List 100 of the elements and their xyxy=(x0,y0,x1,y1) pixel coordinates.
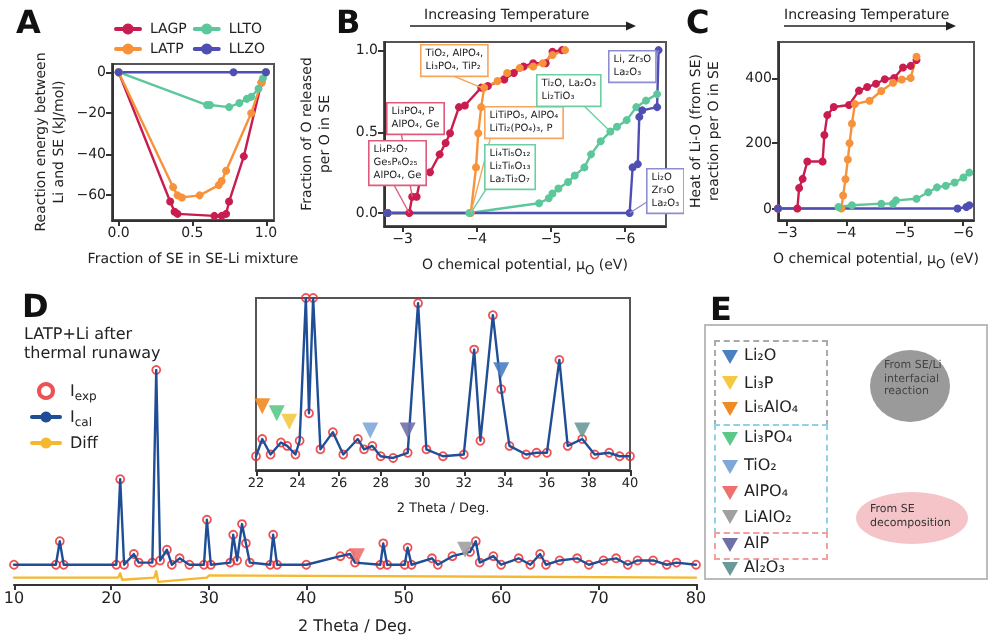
point xyxy=(487,310,498,321)
point xyxy=(965,168,974,177)
point xyxy=(504,441,515,451)
point xyxy=(924,188,933,197)
point xyxy=(562,441,573,451)
point xyxy=(632,103,641,112)
point xyxy=(521,449,532,460)
point xyxy=(229,68,238,77)
point xyxy=(906,61,915,70)
point xyxy=(265,449,276,460)
point xyxy=(950,178,959,187)
point xyxy=(458,449,469,460)
point xyxy=(235,99,244,107)
point xyxy=(847,119,856,128)
point xyxy=(367,441,378,451)
point xyxy=(446,129,455,138)
point xyxy=(906,73,915,82)
point xyxy=(823,111,832,120)
chart-title: B xyxy=(336,3,361,41)
point xyxy=(587,150,596,159)
point xyxy=(548,189,557,198)
point xyxy=(421,444,432,455)
point xyxy=(959,173,968,182)
point xyxy=(845,139,854,148)
point xyxy=(625,451,635,462)
point xyxy=(300,293,311,303)
point xyxy=(798,174,807,183)
point xyxy=(843,155,852,164)
point xyxy=(268,405,285,422)
point xyxy=(435,150,444,159)
point xyxy=(509,68,518,77)
point xyxy=(438,451,448,462)
point xyxy=(577,434,588,444)
point xyxy=(899,63,907,72)
point xyxy=(352,434,363,444)
point xyxy=(850,100,859,109)
point xyxy=(477,103,486,112)
x-tick-label: 70 xyxy=(588,589,609,607)
point xyxy=(251,451,261,462)
point xyxy=(854,86,863,95)
point xyxy=(315,444,326,455)
point xyxy=(217,177,226,185)
point xyxy=(941,181,950,190)
text: AlP xyxy=(744,532,770,556)
point xyxy=(247,109,256,118)
point xyxy=(570,171,579,180)
point xyxy=(841,175,850,184)
point xyxy=(247,92,256,101)
chart-title: C xyxy=(686,3,710,41)
point xyxy=(622,116,631,125)
point xyxy=(362,422,379,439)
point xyxy=(402,447,413,458)
point xyxy=(912,194,921,203)
point xyxy=(166,197,175,206)
chart-title: A xyxy=(16,3,42,41)
text: Li₅AlO₄ xyxy=(744,396,799,420)
point xyxy=(564,178,573,187)
text: LiAlO₂ xyxy=(744,505,792,529)
point xyxy=(225,103,234,112)
point xyxy=(877,86,886,95)
text: Li₃P xyxy=(744,371,774,395)
point xyxy=(475,435,486,446)
point xyxy=(294,435,305,446)
point xyxy=(795,183,804,192)
x-tick-label: 40 xyxy=(296,589,317,607)
point xyxy=(399,422,416,439)
point xyxy=(613,122,622,131)
point xyxy=(847,201,856,210)
point xyxy=(282,441,293,451)
point xyxy=(653,90,662,99)
point xyxy=(554,184,563,193)
point xyxy=(225,197,234,206)
point xyxy=(460,101,469,110)
point xyxy=(257,434,268,444)
text: AlPO₄ xyxy=(744,480,789,504)
point xyxy=(496,384,507,395)
x-tick-label: 80 xyxy=(685,589,707,607)
point xyxy=(531,447,542,458)
point xyxy=(820,131,829,140)
point xyxy=(877,199,886,208)
point xyxy=(469,344,480,355)
point xyxy=(542,447,552,458)
point xyxy=(793,204,802,213)
point xyxy=(554,355,565,365)
text: LATP+Li after thermal runaway xyxy=(24,324,162,362)
point xyxy=(375,451,386,462)
x-tick-label: 20 xyxy=(101,589,122,607)
point xyxy=(872,79,880,88)
point xyxy=(614,451,625,462)
x-tick-label: 50 xyxy=(393,589,414,607)
point xyxy=(195,191,204,200)
legend-label: Diff xyxy=(70,434,99,452)
point xyxy=(169,183,178,192)
text: Li₂O xyxy=(744,344,777,368)
point xyxy=(653,103,662,112)
point xyxy=(863,83,872,92)
point xyxy=(839,191,848,200)
point xyxy=(359,444,369,455)
point xyxy=(276,437,286,448)
point xyxy=(222,209,231,218)
